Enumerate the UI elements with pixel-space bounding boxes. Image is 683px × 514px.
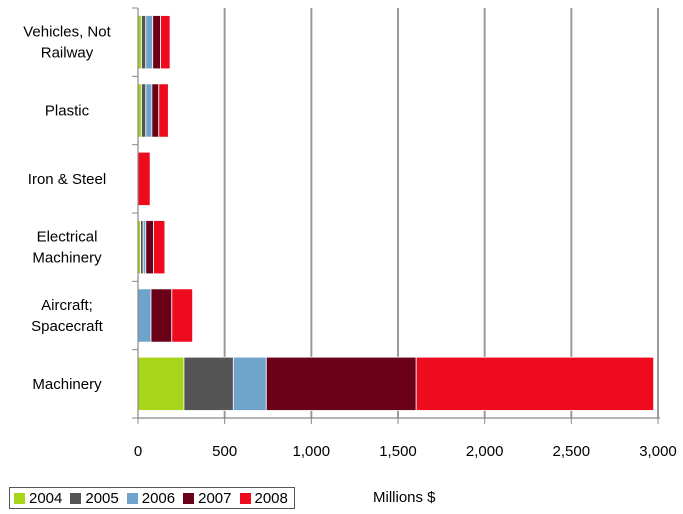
bars xyxy=(137,15,655,411)
bar-segment-2008 xyxy=(171,288,194,343)
bar-segment-2006 xyxy=(145,15,154,70)
bar-segment-2008 xyxy=(160,15,171,70)
legend-label: 2008 xyxy=(254,489,288,507)
bar-segment-2008 xyxy=(153,220,166,275)
x-tick-label: 1,000 xyxy=(293,443,331,460)
legend-swatch xyxy=(126,492,138,504)
category-label: Machinery xyxy=(32,250,102,267)
bar-segment-2006 xyxy=(137,288,152,343)
category-label: Railway xyxy=(41,45,94,62)
legend-swatch xyxy=(183,492,195,504)
legend: 2004 2005 2006 2007 2008 xyxy=(9,487,295,509)
category-label: Spacecraft xyxy=(31,318,104,335)
bar-segment-2008 xyxy=(158,83,169,138)
bar-segment-2007 xyxy=(265,356,417,411)
legend-label: 2005 xyxy=(85,489,119,507)
bar-segment-2006 xyxy=(145,83,153,138)
x-tick-label: 1,500 xyxy=(379,443,417,460)
legend-swatch xyxy=(70,492,82,504)
legend-swatch xyxy=(14,492,25,504)
bar-segment-2004 xyxy=(137,356,185,411)
legend-label: 2006 xyxy=(141,489,176,507)
legend-item-2008: 2008 xyxy=(239,489,288,507)
bar-segment-2005 xyxy=(183,356,234,411)
bar-segment-2007 xyxy=(145,220,155,275)
category-label: Machinery xyxy=(32,376,102,393)
category-label: Electrical xyxy=(37,229,98,246)
category-label: Aircraft; xyxy=(41,297,93,314)
bar-segment-2005 xyxy=(141,83,147,138)
x-tick-label: 2,000 xyxy=(466,443,504,460)
category-label: Iron & Steel xyxy=(28,171,106,188)
x-tick-labels: 0 500 1,000 1,500 2,000 2,500 3,000 xyxy=(134,443,677,460)
category-label: Vehicles, Not xyxy=(23,24,111,41)
bar-segment-2007 xyxy=(150,288,173,343)
category-labels: Vehicles, Not Railway Plastic Iron & Steel E… xyxy=(23,24,111,393)
x-axis-title: Millions $ xyxy=(373,489,436,506)
legend-label: 2007 xyxy=(198,489,232,507)
bar-segment-2005 xyxy=(141,15,147,70)
x-tick-label: 3,000 xyxy=(639,443,677,460)
x-tick-label: 0 xyxy=(134,443,142,460)
gridlines xyxy=(223,8,659,418)
legend-item-2006: 2006 xyxy=(126,489,176,507)
bar-segment-2007 xyxy=(151,83,160,138)
legend-item-2004: 2004 xyxy=(14,490,62,507)
axes xyxy=(132,7,660,424)
category-label: Plastic xyxy=(45,103,90,120)
bar-segment-2006 xyxy=(232,356,267,411)
x-tick-label: 2,500 xyxy=(553,443,591,460)
bar-segment-2007 xyxy=(152,15,161,70)
legend-swatch xyxy=(239,492,251,504)
bar-segment-2008 xyxy=(415,356,655,411)
bar-segment-2008 xyxy=(137,151,151,206)
legend-item-2005: 2005 xyxy=(70,489,119,507)
legend-label: 2004 xyxy=(29,489,63,507)
x-tick-label: 500 xyxy=(212,443,237,460)
legend-item-2007: 2007 xyxy=(183,489,232,507)
